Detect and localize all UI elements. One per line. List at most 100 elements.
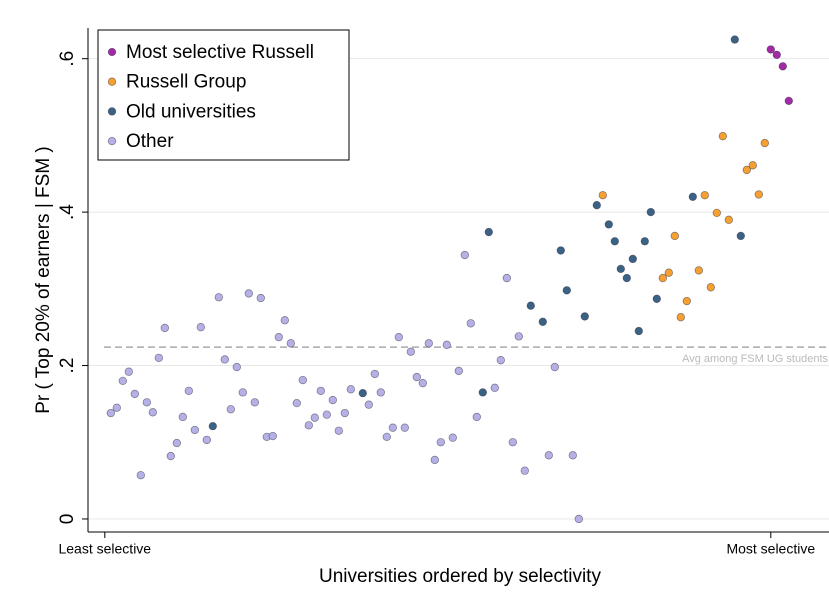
- data-point: [334, 426, 343, 435]
- data-point: [610, 237, 619, 246]
- data-point: [520, 466, 529, 475]
- data-point: [502, 273, 511, 283]
- data-point: [160, 323, 169, 333]
- data-point: [106, 408, 115, 418]
- data-point: [592, 201, 601, 210]
- data-point: [436, 438, 445, 447]
- data-point: [574, 514, 583, 524]
- data-point: [526, 301, 535, 310]
- data-point: [634, 326, 643, 336]
- data-point: [700, 191, 709, 200]
- data-point: [754, 190, 763, 199]
- data-point: [454, 366, 463, 376]
- legend-label: Russell Group: [126, 72, 246, 93]
- data-point: [784, 96, 793, 106]
- y-tick-label: .4: [57, 204, 78, 220]
- data-point: [766, 45, 775, 54]
- data-point: [226, 405, 235, 414]
- x-axis-label: Universities ordered by selectivity: [319, 566, 601, 587]
- data-point: [382, 432, 391, 442]
- data-point: [748, 161, 757, 170]
- legend-marker: [107, 47, 117, 57]
- data-point: [550, 362, 559, 372]
- data-point: [238, 388, 247, 397]
- data-point: [472, 412, 481, 422]
- data-point: [628, 254, 637, 264]
- data-point: [724, 215, 733, 224]
- legend-marker: [107, 107, 117, 116]
- data-point: [400, 423, 409, 432]
- data-point: [652, 294, 661, 303]
- data-point: [544, 451, 553, 460]
- data-point: [376, 388, 385, 397]
- data-point: [298, 375, 307, 385]
- data-point: [616, 264, 625, 274]
- data-point: [694, 266, 703, 275]
- data-point: [736, 231, 745, 241]
- data-point: [640, 237, 649, 246]
- data-point: [538, 317, 547, 326]
- data-point: [412, 372, 421, 382]
- data-point: [388, 423, 397, 432]
- data-point: [676, 313, 685, 322]
- data-point: [622, 273, 631, 283]
- legend-marker: [107, 136, 117, 146]
- data-point: [664, 268, 673, 277]
- data-point: [670, 231, 679, 241]
- data-point: [484, 227, 493, 237]
- data-point: [514, 332, 523, 341]
- y-axis-label: Pr ( Top 20% of earners | FSM ): [33, 146, 54, 414]
- data-point: [304, 421, 313, 430]
- data-point: [430, 455, 439, 465]
- data-point: [340, 408, 349, 418]
- data-point: [268, 431, 277, 441]
- data-point: [286, 339, 295, 348]
- x-tick-label: Least selective: [58, 541, 151, 557]
- data-point: [442, 340, 451, 349]
- data-point: [646, 207, 655, 217]
- data-point: [496, 356, 505, 365]
- data-point: [478, 388, 487, 397]
- data-point: [274, 333, 283, 342]
- data-point: [196, 323, 205, 332]
- data-point: [172, 438, 181, 448]
- data-point: [118, 376, 127, 386]
- data-point: [154, 353, 163, 363]
- data-point: [406, 347, 415, 356]
- data-point: [190, 425, 199, 435]
- data-point: [208, 421, 217, 431]
- data-point: [358, 389, 367, 398]
- data-point: [112, 403, 121, 412]
- data-point: [136, 471, 145, 480]
- data-point: [244, 289, 253, 298]
- legend-label: Most selective Russell: [126, 42, 314, 63]
- data-point: [370, 369, 379, 379]
- data-point: [214, 293, 223, 302]
- data-point: [688, 192, 697, 201]
- data-point: [562, 286, 571, 295]
- data-point: [178, 412, 187, 422]
- x-tick-label: Most selective: [726, 541, 815, 557]
- data-point: [232, 362, 241, 372]
- data-point: [418, 379, 427, 388]
- data-point: [712, 208, 721, 218]
- y-tick-label: .2: [57, 358, 78, 374]
- data-point: [658, 273, 667, 283]
- data-point: [250, 398, 259, 407]
- y-tick-label: .6: [57, 51, 78, 67]
- data-point: [772, 50, 781, 59]
- data-point: [202, 435, 211, 445]
- data-point: [730, 35, 739, 44]
- data-point: [130, 389, 139, 399]
- data-point: [424, 339, 433, 348]
- data-point: [448, 433, 457, 442]
- reference-label: Avg among FSM UG students: [682, 353, 828, 365]
- data-point: [760, 138, 769, 148]
- data-point: [682, 296, 691, 306]
- data-point: [490, 383, 499, 392]
- data-point: [394, 333, 403, 342]
- data-point: [292, 398, 301, 408]
- data-point: [604, 220, 613, 229]
